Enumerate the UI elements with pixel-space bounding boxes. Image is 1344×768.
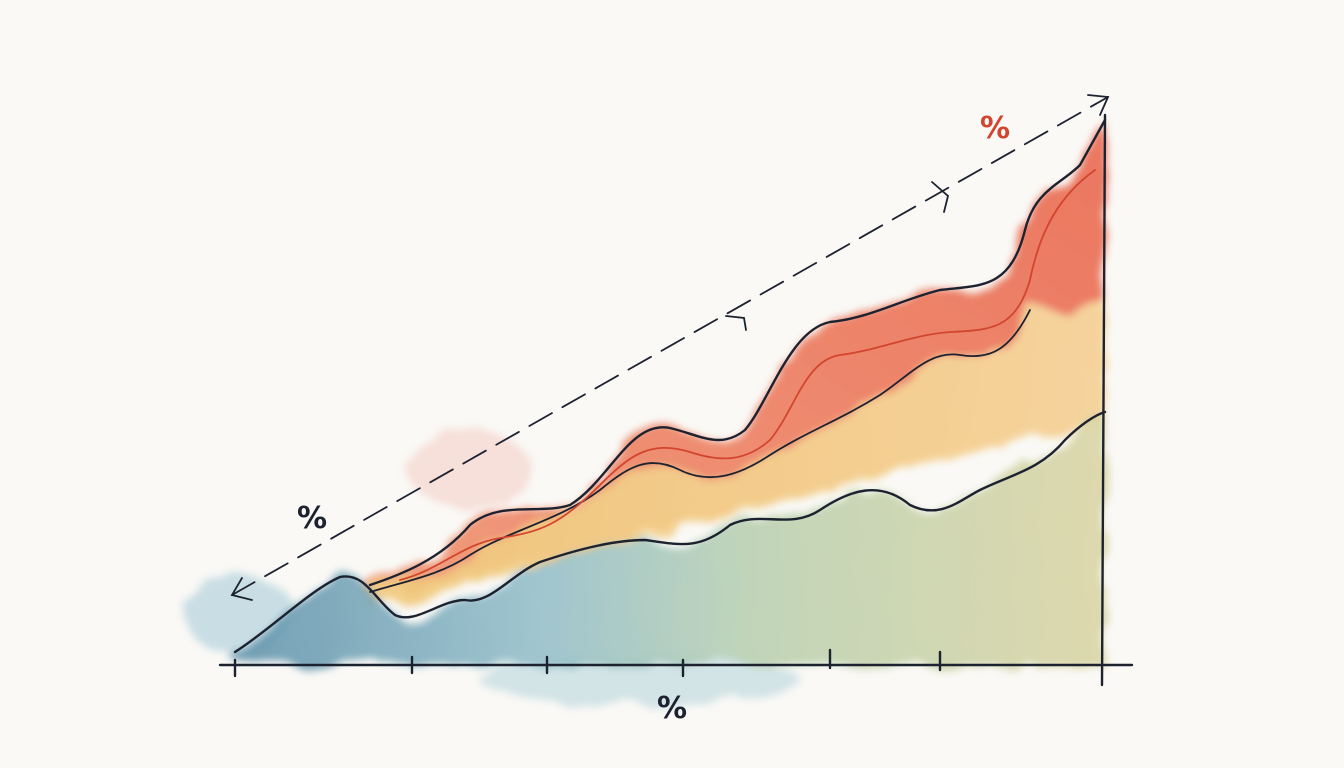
top-label: % (980, 111, 1010, 146)
chevron (725, 315, 747, 331)
diagonal-label: % (297, 501, 327, 536)
dashed-arrow (231, 96, 1109, 596)
splash (410, 430, 530, 510)
ink-lines (218, 94, 1134, 687)
middle-layer (370, 300, 1105, 610)
inner-line (399, 169, 1096, 581)
base-layer (235, 412, 1105, 665)
splash (480, 655, 800, 705)
y-axis (1100, 113, 1107, 687)
arrow-head-end (1087, 94, 1110, 116)
chevron (931, 181, 950, 213)
watercolor-fills (185, 120, 1105, 705)
axis-label: % (657, 691, 687, 726)
arrow-head-start (230, 577, 253, 601)
base-line (233, 410, 1107, 654)
ticks (233, 648, 942, 678)
top-line (368, 118, 1107, 587)
middle-line (369, 309, 1031, 593)
